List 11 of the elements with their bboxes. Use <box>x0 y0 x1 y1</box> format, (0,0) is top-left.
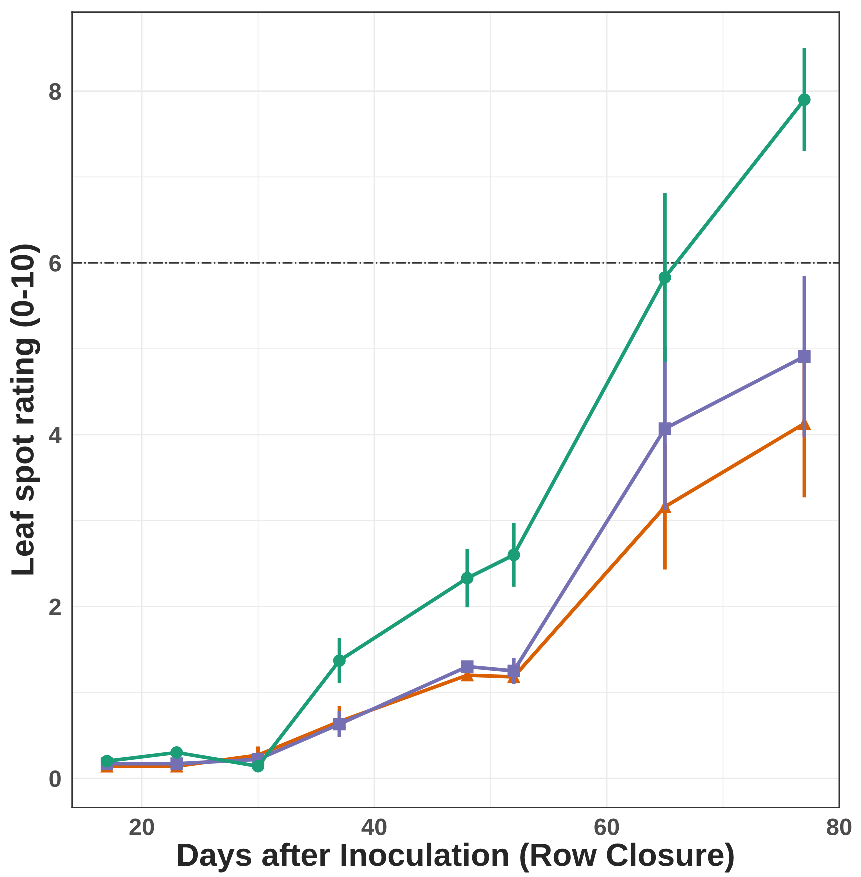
y-tick-label: 0 <box>50 770 61 788</box>
y-tick-label: 6 <box>50 255 62 272</box>
x-tick-label: 20 <box>130 818 154 836</box>
y-tick-label: 8 <box>50 83 62 100</box>
y-tick-label: 4 <box>49 427 62 444</box>
x-axis-title: Days after Inoculation (Row Closure) <box>178 842 734 873</box>
x-tick-label: 80 <box>827 818 852 836</box>
y-axis-title: Leaf spot rating (0-10) <box>10 244 40 575</box>
x-tick-label: 40 <box>362 818 387 836</box>
x-tick-label: 60 <box>594 818 620 836</box>
y-tick-label: 2 <box>50 598 61 616</box>
